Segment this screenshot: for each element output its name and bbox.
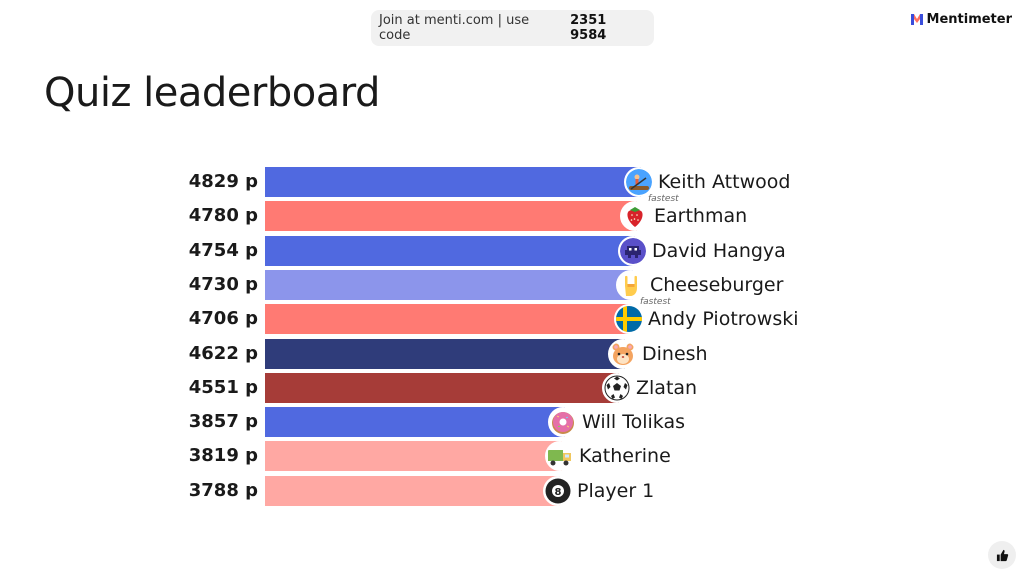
- score-bar: [265, 441, 562, 471]
- player-name: David Hangya: [652, 240, 786, 262]
- player-score: 4551 p: [188, 377, 258, 398]
- mentimeter-logo: Mentimeter: [910, 12, 1012, 27]
- sweden-flag-icon: [614, 304, 644, 334]
- rowing-icon: [624, 167, 654, 197]
- join-text: Join at menti.com | use code: [379, 13, 530, 43]
- fastest-tag: fastest: [640, 297, 671, 307]
- score-bar: [265, 304, 631, 334]
- fastest-tag: fastest: [648, 194, 679, 204]
- score-bar: [265, 236, 635, 266]
- score-bar: [265, 373, 619, 403]
- player-name: Keith Attwood: [658, 171, 791, 193]
- score-bar: [265, 201, 637, 231]
- player-score: 3857 p: [188, 411, 258, 432]
- svg-text:8: 8: [555, 487, 562, 498]
- player-score: 4706 p: [188, 308, 258, 329]
- player-name: Dinesh: [642, 343, 708, 365]
- donut-icon: [548, 407, 578, 437]
- soccer-ball-icon: [602, 373, 632, 403]
- player-name: Zlatan: [636, 377, 698, 399]
- score-bar: [265, 167, 641, 197]
- player-score: 4754 p: [188, 240, 258, 261]
- join-instructions: Join at menti.com | use code 2351 9584: [371, 10, 654, 46]
- score-bar: [265, 407, 565, 437]
- player-name: Andy Piotrowski: [648, 308, 799, 330]
- player-score: 3788 p: [188, 480, 258, 501]
- player-score: 4780 p: [188, 205, 258, 226]
- player-score: 4730 p: [188, 274, 258, 295]
- truck-icon: [545, 441, 575, 471]
- player-name: Will Tolikas: [582, 411, 686, 433]
- score-bar: [265, 339, 625, 369]
- mentimeter-logo-icon: [910, 14, 923, 25]
- brand-name: Mentimeter: [926, 12, 1012, 27]
- page-title: Quiz leaderboard: [44, 70, 380, 116]
- rock-hand-icon: [616, 270, 646, 300]
- thumbs-up-icon: [996, 549, 1008, 561]
- score-bar: [265, 270, 633, 300]
- player-name: Cheeseburger: [650, 274, 784, 296]
- player-name: Player 1: [577, 480, 655, 502]
- join-code: 2351 9584: [570, 13, 607, 43]
- strawberry-icon: [620, 201, 650, 231]
- eight-ball-icon: 8: [543, 476, 573, 506]
- space-invader-icon: [618, 236, 648, 266]
- player-score: 3819 p: [188, 445, 258, 466]
- player-score: 4829 p: [188, 171, 258, 192]
- player-score: 4622 p: [188, 343, 258, 364]
- like-button[interactable]: [988, 541, 1016, 569]
- player-name: Earthman: [654, 205, 748, 227]
- hamster-icon: [608, 339, 638, 369]
- score-bar: [265, 476, 560, 506]
- player-name: Katherine: [579, 445, 671, 467]
